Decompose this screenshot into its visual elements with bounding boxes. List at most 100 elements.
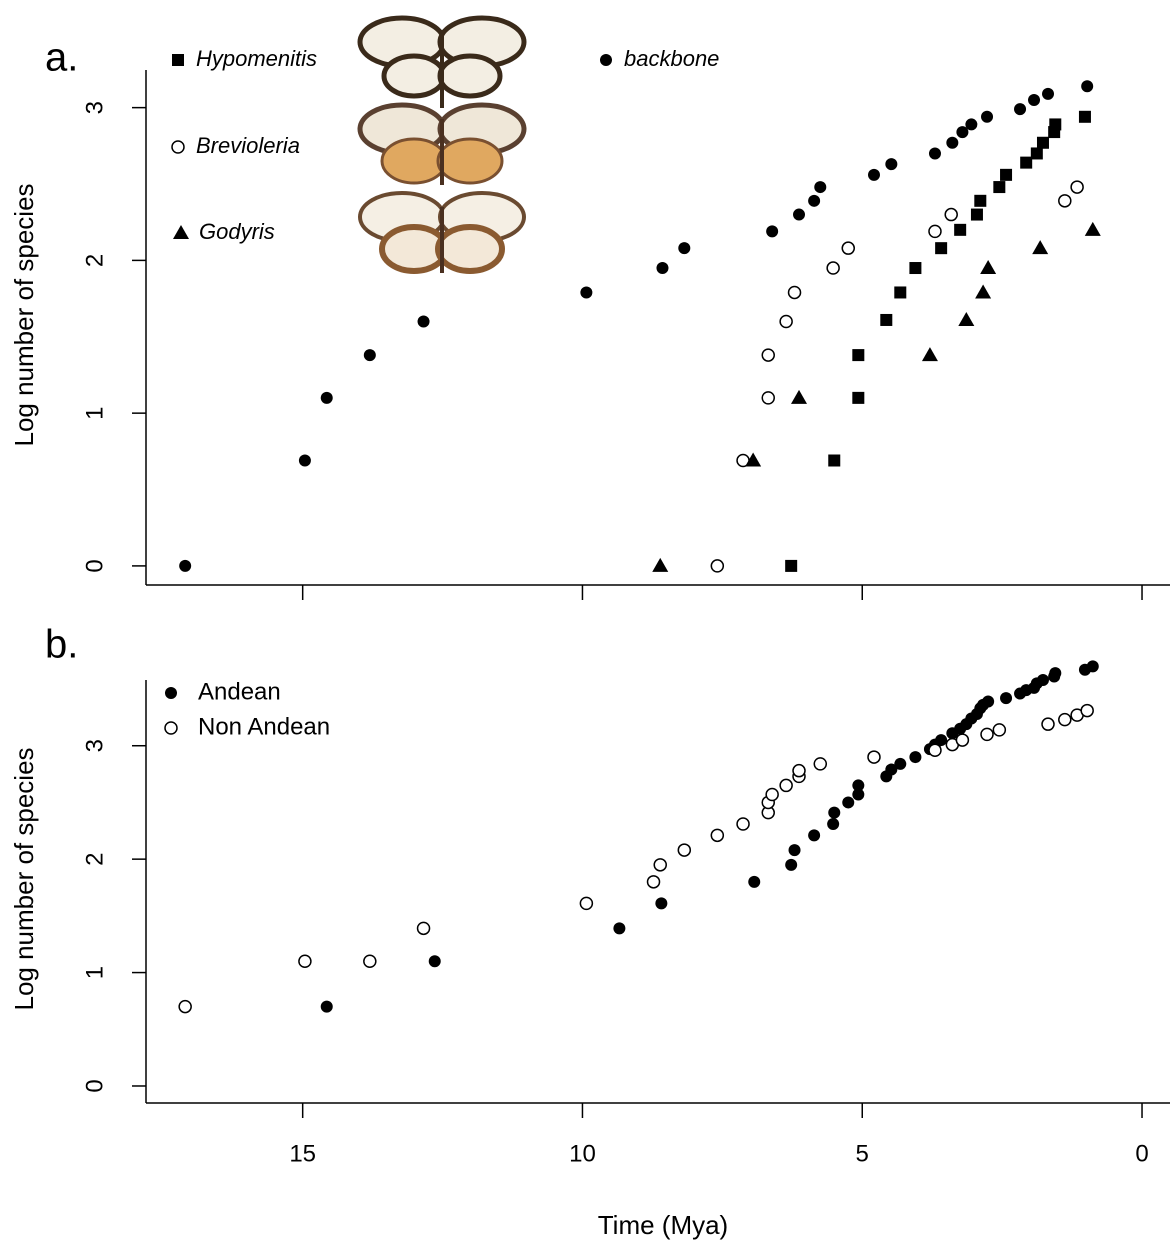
open-circle-marker (171, 140, 185, 154)
open-circle-marker (944, 207, 958, 222)
circle-marker (655, 897, 668, 910)
butterfly-images (357, 15, 527, 274)
legend-label: Godyris (199, 219, 275, 244)
y-axis-label: Log number of species (9, 183, 39, 446)
open-circle-marker (779, 314, 793, 329)
legend-label: Brevioleria (196, 133, 300, 158)
triangle-marker (1084, 221, 1101, 236)
circle-marker (600, 54, 612, 66)
triangle-marker (791, 389, 808, 404)
square-marker (909, 262, 922, 275)
open-circle-marker (867, 750, 881, 764)
circle-marker (298, 454, 311, 467)
open-circle-marker (178, 999, 192, 1014)
y-axis-label: Log number of species (9, 747, 39, 1010)
circle-marker (827, 817, 840, 830)
legend-label: Non Andean (198, 713, 330, 740)
square-marker (894, 286, 907, 299)
square-marker (852, 349, 865, 362)
open-circle-marker (928, 224, 942, 239)
open-circle-marker (813, 757, 828, 771)
circle-marker (885, 158, 898, 171)
circle-marker (808, 194, 821, 207)
circle-marker (808, 829, 821, 842)
circle-marker (885, 763, 898, 776)
square-marker (970, 208, 983, 221)
panel-label: b. (45, 623, 78, 667)
square-marker (974, 194, 987, 207)
y-tick-label: 2 (81, 852, 108, 865)
circle-marker (580, 286, 593, 299)
y-tick-label: 3 (81, 739, 108, 752)
circle-marker (788, 844, 801, 857)
open-circle-marker (980, 727, 994, 742)
circle-marker (656, 262, 669, 275)
square-marker (1036, 136, 1049, 149)
square-marker (880, 313, 893, 326)
circle-marker (785, 858, 798, 871)
circle-marker (1081, 80, 1094, 93)
square-marker (828, 454, 841, 467)
square-marker (1020, 156, 1033, 169)
x-tick-label: 10 (569, 1140, 596, 1167)
open-circle-marker (736, 817, 750, 831)
open-circle-marker (710, 828, 725, 843)
open-circle-marker (416, 921, 431, 936)
x-axis-label: Time (Mya) (598, 1210, 728, 1240)
open-circle-marker (761, 348, 775, 362)
legend-label: Andean (198, 678, 281, 705)
open-circle-marker (792, 763, 806, 778)
x-tick-label: 5 (856, 1140, 869, 1167)
square-marker (1078, 110, 1091, 123)
legend-label: backbone (624, 46, 719, 71)
open-circle-marker (761, 391, 775, 405)
circle-marker (842, 796, 855, 809)
y-tick-label: 0 (81, 559, 108, 572)
square-marker (785, 559, 798, 572)
legend-label: Hypomenitis (196, 46, 317, 71)
circle-marker (909, 751, 922, 764)
triangle-marker (173, 225, 189, 239)
square-marker (1049, 118, 1062, 131)
open-circle-marker (1058, 194, 1072, 208)
triangle-marker (980, 260, 997, 275)
open-circle-marker (579, 896, 594, 911)
panel-label: a. (45, 36, 78, 80)
y-tick-label: 1 (81, 966, 108, 979)
y-tick-label: 2 (81, 254, 108, 267)
circle-marker (982, 695, 995, 708)
triangle-marker (975, 284, 992, 299)
open-circle-marker (765, 787, 779, 802)
circle-marker (956, 126, 969, 139)
y-tick-label: 0 (81, 1079, 108, 1092)
circle-marker (981, 110, 994, 123)
x-tick-label: 0 (1135, 1140, 1148, 1167)
open-circle-marker (1080, 703, 1094, 718)
triangle-marker (652, 557, 669, 572)
circle-marker (935, 734, 948, 747)
circle-marker (894, 757, 907, 770)
circle-marker (1042, 87, 1055, 100)
square-marker (954, 223, 967, 236)
circle-marker (1000, 692, 1013, 705)
circle-marker (867, 168, 880, 181)
square-marker (1030, 147, 1043, 160)
circle-marker (828, 806, 841, 819)
open-circle-marker (1058, 712, 1072, 727)
triangle-marker (745, 452, 762, 467)
open-circle-marker (710, 559, 725, 573)
circle-marker (852, 788, 865, 801)
circle-marker (946, 136, 959, 149)
circle-marker (678, 242, 691, 255)
circle-marker (613, 922, 626, 935)
open-circle-marker (653, 858, 667, 872)
triangle-marker (921, 347, 938, 362)
open-circle-marker (298, 954, 312, 968)
square-marker (993, 181, 1006, 194)
open-circle-marker (779, 778, 793, 793)
circle-marker (965, 118, 978, 131)
circle-marker (852, 779, 865, 792)
circle-marker (1036, 673, 1049, 686)
circle-marker (320, 1000, 333, 1013)
